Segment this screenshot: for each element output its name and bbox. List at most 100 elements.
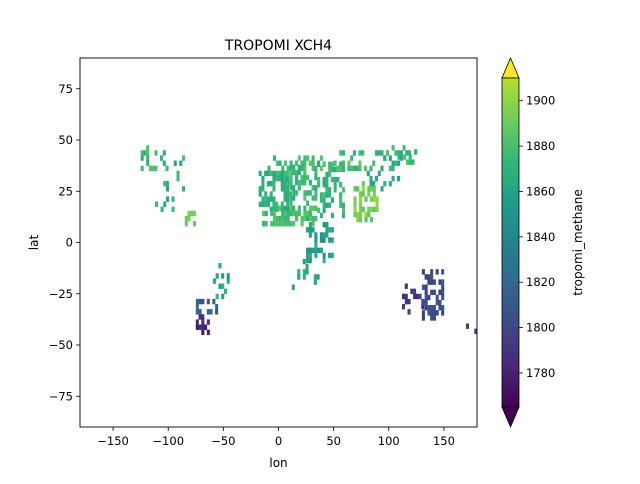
heatmap-cell [370,186,374,192]
heatmap-cell [289,200,293,206]
heatmap-cell [264,220,268,227]
heatmap-cell [367,191,371,197]
heatmap-cell [341,212,345,219]
heatmap-cell [198,309,202,315]
heatmap-cell [258,186,262,192]
heatmap-cell [286,196,290,202]
heatmap-cell [317,207,321,214]
heatmap-cell [339,161,343,167]
heatmap-cell [311,185,315,191]
heatmap-cell [322,252,326,259]
heatmap-cell [270,220,274,227]
heatmap-cell [430,305,434,311]
heatmap-cell [286,215,290,222]
heatmap-cell [353,211,357,218]
heatmap-cell [184,220,188,227]
heatmap-cell [353,206,357,213]
heatmap-cell [325,232,329,238]
heatmap-cell [383,181,387,187]
heatmap-cell [286,165,290,172]
heatmap-cell [146,160,150,166]
heatmap-cell [366,170,370,177]
heatmap-cell [404,293,408,300]
heatmap-cell [283,196,287,202]
heatmap-cell [218,283,222,289]
heatmap-cell [407,309,411,315]
heatmap-cell [421,269,425,275]
heatmap-cell [140,165,144,172]
heatmap-cell [411,159,415,165]
heatmap-cell [300,220,304,227]
heatmap-cell [325,192,329,198]
heatmap-cell [272,215,277,222]
heatmap-cell [328,252,332,259]
heatmap-cell [356,211,360,218]
heatmap-cell [201,319,205,325]
heatmap-cell [383,155,387,161]
heatmap-cell [275,205,279,212]
heatmap-cell [206,329,210,336]
heatmap-cell [286,206,290,213]
heatmap-cell [302,274,306,280]
heatmap-cell [204,324,208,330]
heatmap-cell [341,160,345,166]
heatmap-cell [352,165,356,172]
heatmap-cell [441,289,445,296]
x-axis: −150 −100 −50 0 50 100 150 [97,427,455,448]
heatmap-cell [330,252,334,259]
heatmap-cell [311,215,315,222]
heatmap-cell [314,252,318,259]
heatmap-cell [435,269,439,275]
heatmap-cell [369,175,373,182]
heatmap-cell [261,186,265,192]
heatmap-cell [421,299,425,306]
heatmap-cell [297,169,301,176]
heatmap-cell [410,288,414,295]
heatmap-cell [166,196,170,202]
heatmap-cell [330,227,334,233]
heatmap-cell [441,305,445,311]
heatmap-cell [272,186,276,192]
heatmap-cell [272,181,276,187]
colorbar-ticks: 1780 1800 1820 1840 1860 1880 1900 [519,94,555,380]
heatmap-cell [359,216,363,223]
heatmap-cell [292,220,296,227]
heatmap-cell [330,166,334,173]
heatmap-cell [364,216,368,223]
heatmap-cell [258,191,262,197]
heatmap-cell [173,160,177,166]
heatmap-cell [289,210,293,217]
heatmap-cell [353,196,357,202]
heatmap-cell [303,179,307,186]
heatmap-cell [281,210,285,217]
heatmap-cell [308,232,312,238]
heatmap-cell [154,165,158,172]
heatmap-cell [300,215,304,222]
heatmap-cell [308,190,312,196]
heatmap-cell [397,160,401,166]
heatmap-cell [353,201,357,207]
heatmap-cell [165,165,169,172]
colorbar-tick-label: 1900 [526,94,555,108]
heatmap-cell [380,150,384,156]
heatmap-cell [300,160,304,166]
heatmap-cell [281,165,285,172]
heatmap-cell [280,181,284,187]
heatmap-cell [319,155,323,161]
heatmap-cell [280,201,284,207]
heatmap-cell [372,206,376,213]
heatmap-cell [295,174,299,181]
heatmap-cell [272,201,276,207]
heatmap-cell [380,165,384,172]
heatmap-cell [306,257,310,264]
heatmap-cell [218,263,222,269]
heatmap-cell [414,149,418,155]
heatmap-cell [325,202,329,208]
y-tick-label: −25 [49,287,73,301]
heatmap-cell [408,150,412,156]
heatmap-cell [314,185,318,191]
heatmap-cell [306,215,310,222]
heatmap-cell [415,293,419,300]
heatmap-cell [328,237,332,243]
heatmap-cell [198,298,202,305]
